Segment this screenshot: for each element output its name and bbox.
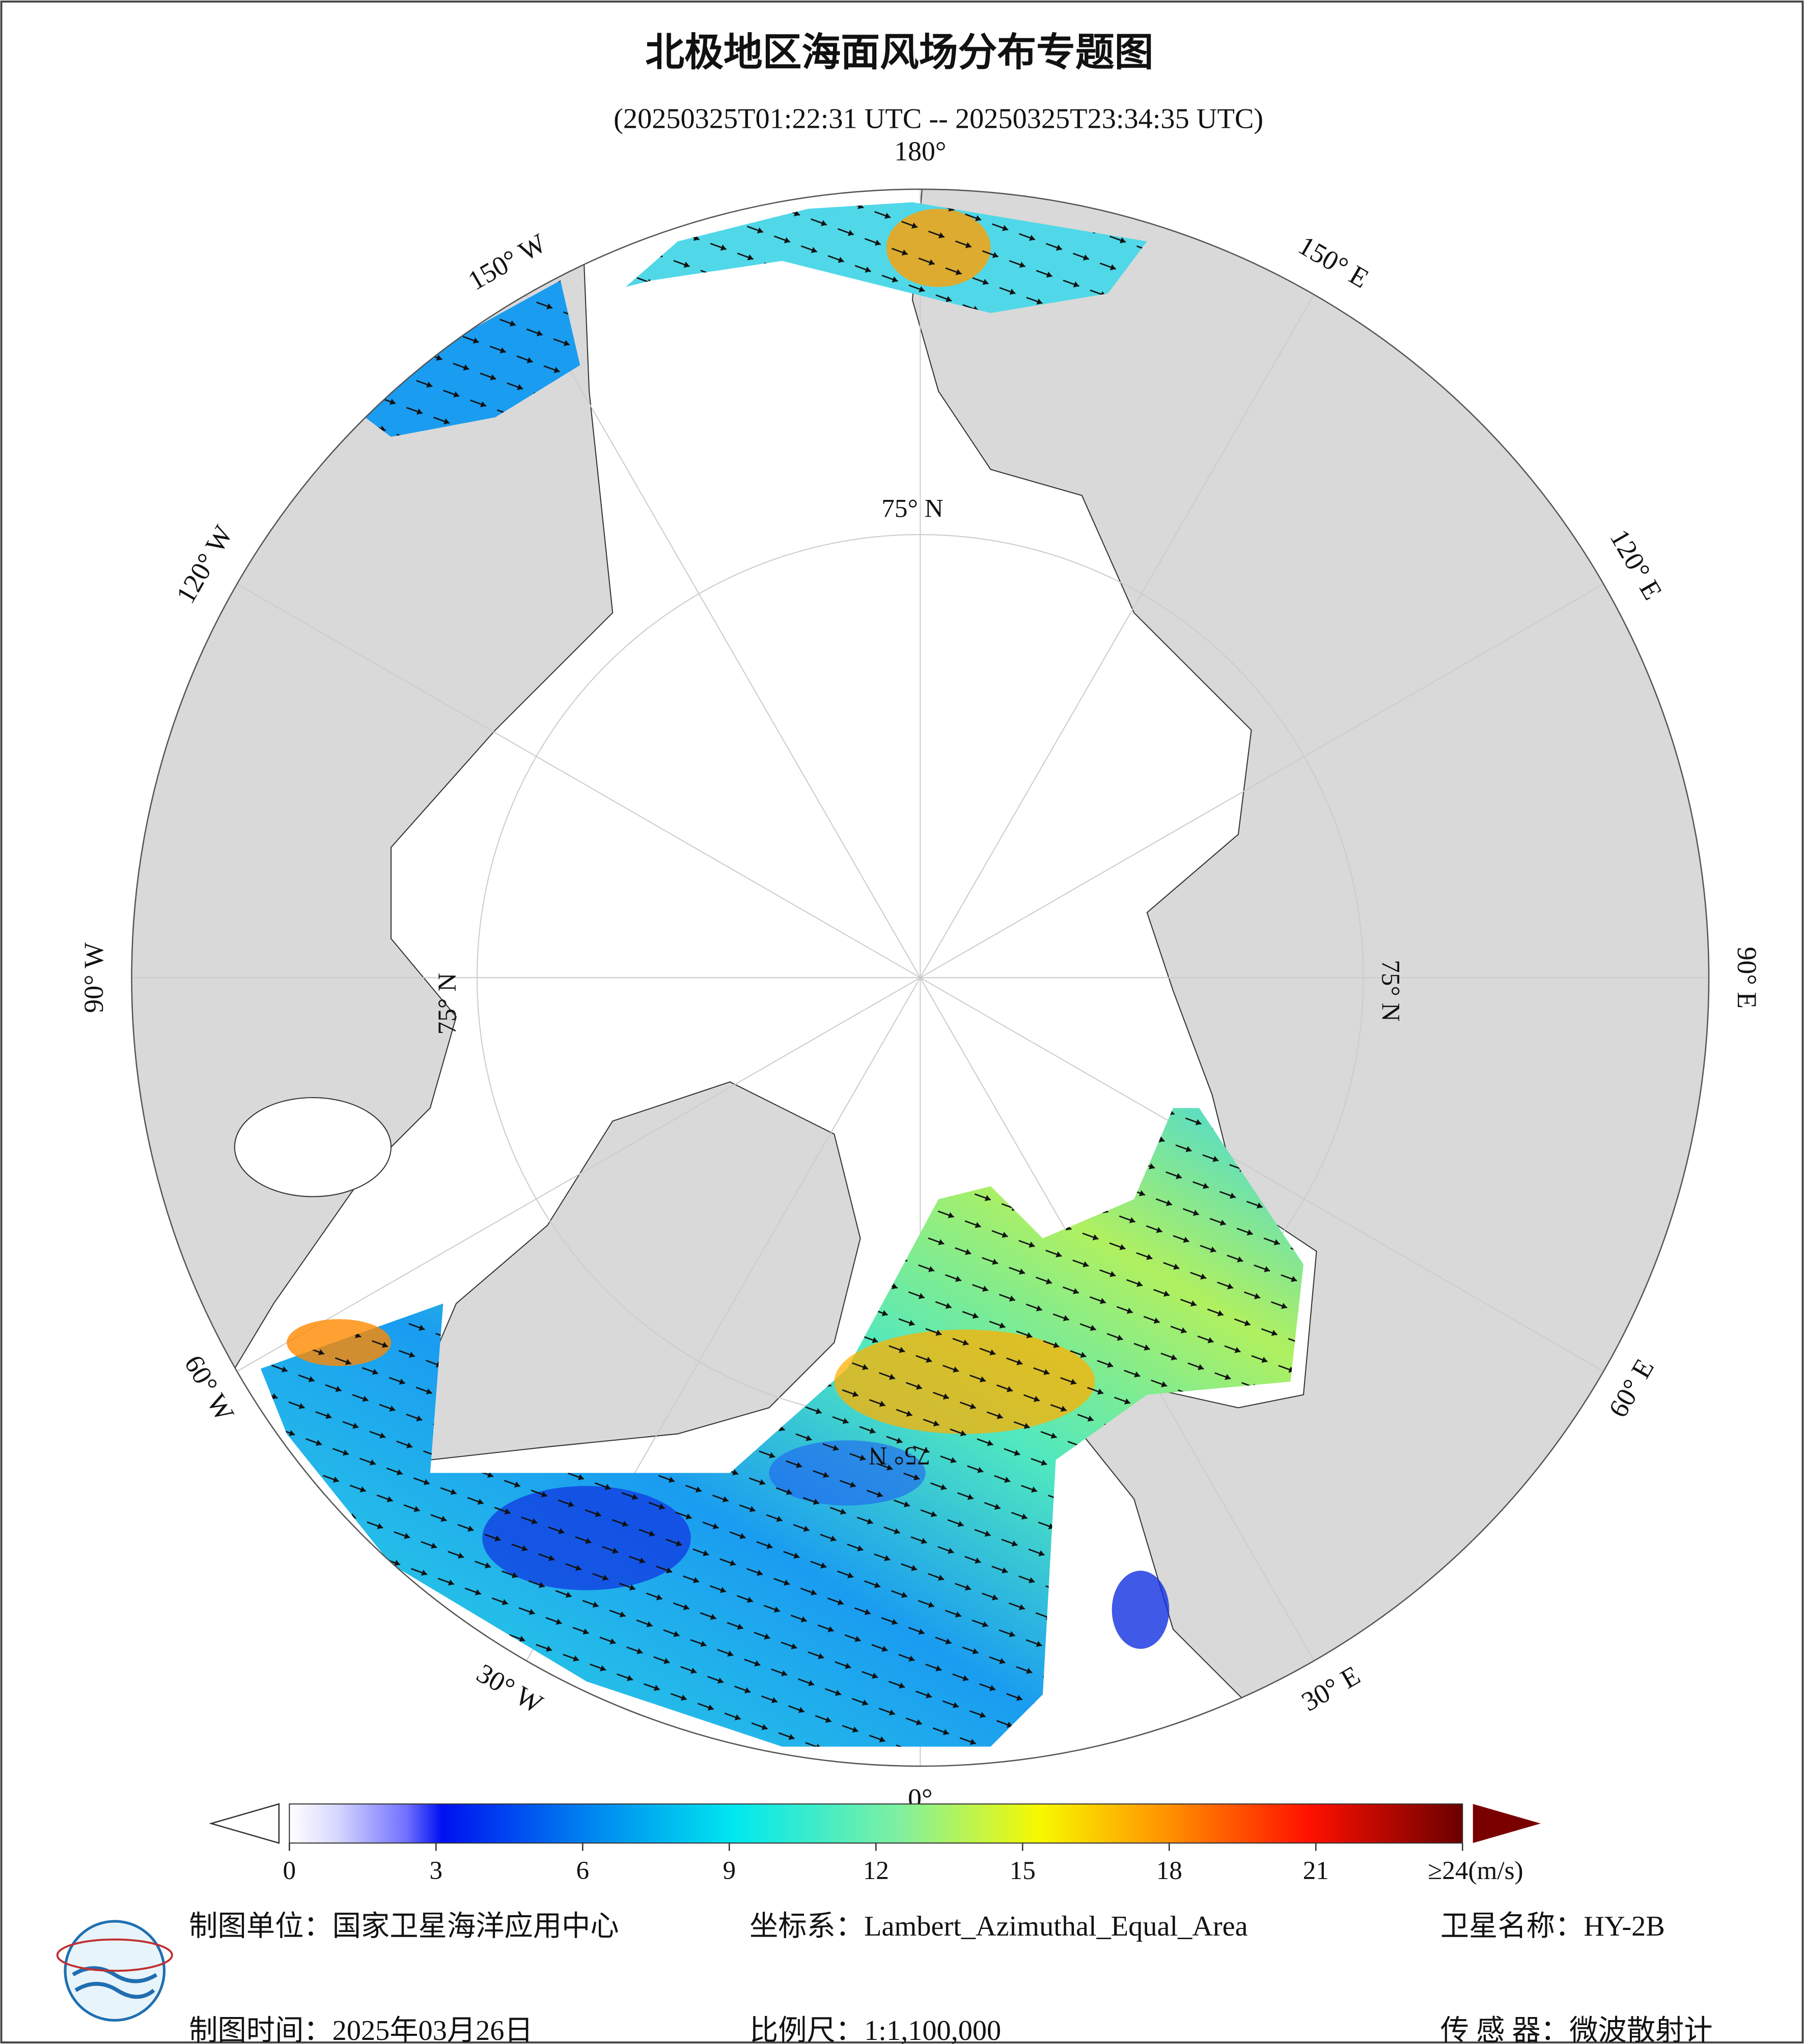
footer-scale: 比例尺：1:1,100,000 <box>750 2015 1001 2044</box>
footer-satellite: 卫星名称：HY-2B <box>1440 1911 1665 1942</box>
footer-organization: 制图单位：国家卫星海洋应用中心 <box>189 1911 619 1942</box>
subtitle: (20250325T01:22:31 UTC -- 20250325T23:34… <box>614 103 1263 134</box>
colorbar-tick-label: ≥24(m/s) <box>1428 1856 1523 1885</box>
colorbar-min-arrow <box>209 1803 280 1844</box>
footer-coordinate-system: 坐标系：Lambert_Azimuthal_Equal_Area <box>750 1911 1248 1942</box>
latitude-label: 75° N <box>881 494 943 523</box>
latitude-label: 75° N <box>869 1441 930 1470</box>
map-border <box>131 188 1710 1767</box>
land <box>417 1081 861 1461</box>
colorbar-tick-label: 18 <box>1156 1856 1182 1885</box>
colorbar-ramp <box>289 1803 1463 1844</box>
footer-date: 制图时间：2025年03月26日 <box>189 2015 533 2044</box>
colorbar-tick-label: 12 <box>863 1856 889 1885</box>
latitude-label: 75° N <box>1376 960 1405 1021</box>
footer-sensor: 传 感 器：微波散射计 <box>1440 2015 1713 2044</box>
colorbar-max-arrow <box>1473 1804 1541 1843</box>
hudson-bay <box>234 1097 392 1197</box>
colorbar-tick-label: 9 <box>723 1856 736 1885</box>
latitude-label: 75° N <box>433 973 462 1034</box>
colorbar-tick-label: 21 <box>1303 1856 1329 1885</box>
longitude-label: 90° E <box>1732 947 1762 1009</box>
title: 北极地区海面风场分布专题图 <box>645 30 1153 75</box>
logo <box>56 1920 173 2022</box>
colorbar <box>209 1803 1541 1844</box>
colorbar-tick-label: 6 <box>576 1856 590 1885</box>
colorbar-tick-label: 3 <box>430 1856 443 1885</box>
longitude-label: 90° W <box>78 942 109 1013</box>
map-disk <box>131 189 1709 1767</box>
wind-swaths <box>260 202 1303 1747</box>
colorbar-tick-label: 15 <box>1010 1856 1036 1885</box>
colorbar-tick-label: 0 <box>283 1856 296 1885</box>
longitude-label: 180° <box>894 136 946 166</box>
